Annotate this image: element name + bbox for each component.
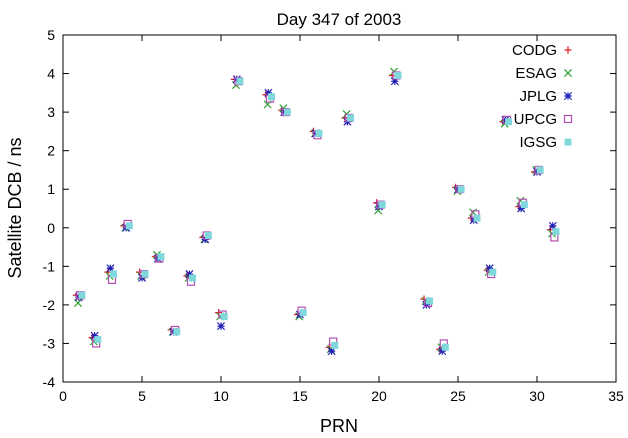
- x-tick-label: 20: [371, 388, 387, 404]
- y-tick-label: 3: [47, 104, 55, 120]
- x-tick-label: 5: [138, 388, 146, 404]
- data-point: [283, 108, 291, 116]
- legend-marker: [563, 91, 573, 101]
- y-tick-label: -2: [43, 297, 56, 313]
- series-esag: [73, 67, 557, 354]
- data-point: [327, 347, 336, 356]
- data-points: [72, 67, 560, 356]
- plot-frame: [62, 34, 617, 383]
- data-point: [94, 336, 102, 344]
- data-point: [299, 309, 307, 317]
- data-point: [220, 312, 228, 320]
- data-point: [517, 204, 526, 213]
- x-axis: 0 5 10 15 20 25 30 35: [59, 35, 624, 404]
- data-point: [157, 253, 165, 261]
- chart-title: Day 347 of 2003: [277, 10, 402, 29]
- data-point: [536, 166, 544, 174]
- y-tick-label: 4: [47, 66, 55, 82]
- x-tick-label: 15: [292, 388, 308, 404]
- legend: CODG ESAG JPLG UPCG IGSG: [512, 42, 573, 151]
- legend-label: JPLG: [519, 88, 557, 105]
- y-tick-label: -1: [43, 258, 56, 274]
- legend-label: UPCG: [514, 111, 557, 128]
- y-tick-label: 1: [47, 181, 55, 197]
- legend-label: IGSG: [519, 134, 557, 151]
- x-tick-label: 30: [529, 388, 545, 404]
- data-point: [189, 274, 197, 282]
- series-codg: [72, 71, 555, 353]
- data-point: [426, 297, 434, 305]
- legend-marker: [563, 114, 573, 124]
- data-point: [441, 343, 449, 351]
- x-tick-label: 10: [213, 388, 229, 404]
- data-point: [110, 270, 118, 278]
- data-point: [485, 264, 494, 273]
- data-point: [422, 300, 431, 309]
- y-tick-label: -3: [43, 335, 56, 351]
- data-point: [520, 201, 528, 209]
- data-point: [473, 214, 481, 222]
- x-tick-label: 25: [450, 388, 466, 404]
- y-tick-label: 2: [47, 143, 55, 159]
- data-point: [548, 221, 557, 230]
- data-point: [216, 322, 226, 331]
- y-tick-label: 5: [47, 27, 55, 43]
- data-point: [390, 77, 399, 86]
- data-point: [90, 331, 99, 340]
- data-point: [185, 270, 194, 279]
- data-point: [141, 270, 149, 278]
- legend-marker: [563, 68, 573, 78]
- x-tick-label: 35: [608, 388, 624, 404]
- data-point: [204, 231, 212, 239]
- data-point: [236, 77, 244, 85]
- series-igsg: [78, 71, 560, 351]
- data-point: [378, 201, 386, 209]
- legend-label: ESAG: [515, 65, 557, 82]
- y-tick-label: 0: [47, 220, 55, 236]
- x-axis-label: PRN: [320, 416, 358, 436]
- data-point: [394, 71, 402, 79]
- data-point: [347, 114, 355, 122]
- data-point: [264, 88, 273, 97]
- data-point: [315, 129, 323, 137]
- data-point: [489, 268, 497, 276]
- y-axis: -4 -3 -2 -1 0 1 2 3 4 5: [43, 27, 616, 390]
- data-point: [268, 93, 276, 101]
- data-point: [125, 222, 133, 230]
- data-point: [331, 341, 339, 349]
- data-point: [78, 291, 86, 299]
- series-jplg: [74, 75, 557, 356]
- legend-label: CODG: [512, 42, 557, 59]
- data-point: [457, 185, 465, 193]
- series-upcg: [76, 71, 559, 348]
- data-point: [438, 347, 447, 356]
- legend-marker: [564, 46, 572, 54]
- y-tick-label: -4: [43, 374, 56, 390]
- data-point: [505, 118, 513, 126]
- y-axis-label: Satellite DCB / ns: [5, 137, 25, 278]
- x-tick-label: 0: [59, 388, 67, 404]
- legend-marker: [564, 138, 572, 146]
- data-point: [173, 328, 181, 336]
- data-point: [106, 264, 115, 273]
- data-point: [552, 228, 560, 236]
